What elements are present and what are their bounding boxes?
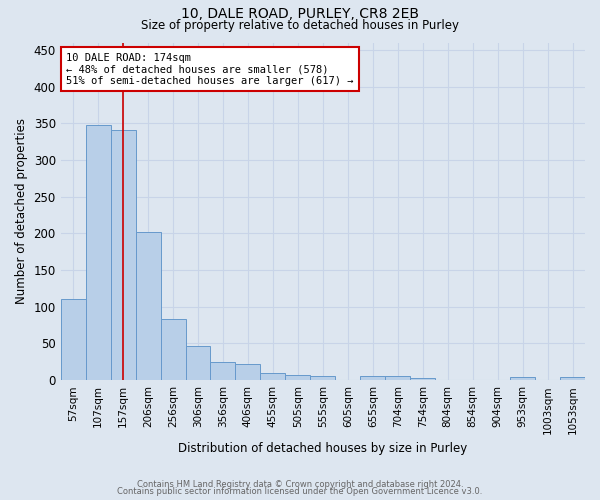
Text: 10 DALE ROAD: 174sqm
← 48% of detached houses are smaller (578)
51% of semi-deta: 10 DALE ROAD: 174sqm ← 48% of detached h… — [66, 52, 353, 86]
Bar — [560, 377, 585, 380]
Bar — [136, 232, 161, 380]
Bar — [286, 375, 310, 380]
Y-axis label: Number of detached properties: Number of detached properties — [15, 118, 28, 304]
Bar — [61, 300, 86, 380]
Bar — [185, 346, 211, 380]
Bar — [86, 124, 110, 380]
Bar — [510, 376, 535, 380]
Bar — [260, 373, 286, 380]
Text: 10, DALE ROAD, PURLEY, CR8 2EB: 10, DALE ROAD, PURLEY, CR8 2EB — [181, 8, 419, 22]
Text: Size of property relative to detached houses in Purley: Size of property relative to detached ho… — [141, 18, 459, 32]
Bar — [211, 362, 235, 380]
Text: Contains public sector information licensed under the Open Government Licence v3: Contains public sector information licen… — [118, 487, 482, 496]
Bar — [235, 364, 260, 380]
Text: Contains HM Land Registry data © Crown copyright and database right 2024.: Contains HM Land Registry data © Crown c… — [137, 480, 463, 489]
X-axis label: Distribution of detached houses by size in Purley: Distribution of detached houses by size … — [178, 442, 467, 455]
Bar — [110, 130, 136, 380]
Bar — [161, 320, 185, 380]
Bar — [360, 376, 385, 380]
Bar — [310, 376, 335, 380]
Bar — [385, 376, 410, 380]
Bar — [410, 378, 435, 380]
